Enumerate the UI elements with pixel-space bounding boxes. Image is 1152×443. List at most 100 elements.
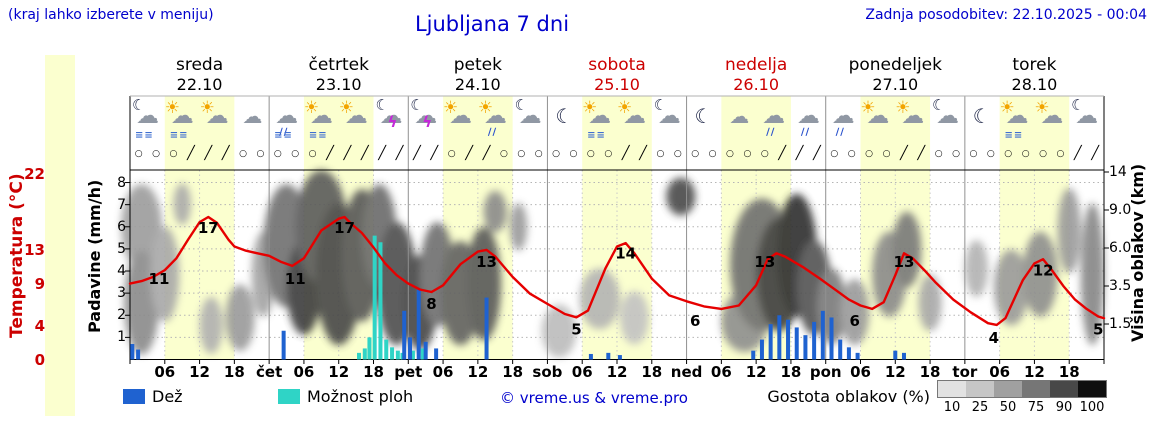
sun-icon: ☀: [477, 98, 494, 118]
cloud-icon: ☁: [866, 103, 890, 129]
time-label: 06: [293, 363, 315, 381]
svg-text:14: 14: [615, 244, 636, 262]
time-label: 12: [884, 363, 906, 381]
weather-icon-cloud: ☁: [234, 97, 269, 143]
credit-link[interactable]: © vreme.us & vreme.pro: [500, 389, 688, 407]
cloud-icon: ☁: [379, 103, 403, 129]
wind-barb-icon: ╱: [343, 146, 352, 161]
calm-wind-icon: ○: [656, 149, 665, 159]
svg-text:6: 6: [849, 312, 859, 330]
raindrops-icon: ∕∕: [800, 127, 811, 138]
calm-wind-icon: ○: [1039, 149, 1047, 159]
weather-icon-moon-cloud-storm: ☾ ☁ ϟ: [408, 97, 443, 143]
svg-text:11: 11: [285, 270, 306, 288]
day-header-torek: torek 28.10: [1012, 56, 1058, 95]
calm-wind-icon: ○: [534, 149, 543, 159]
calm-wind-icon: ○: [934, 149, 943, 159]
raindrops-icon: ∕∕: [766, 127, 776, 138]
last-update: Zadnja posodobitev: 22.10.2025 - 00:04: [865, 7, 1147, 23]
wind-barb-icon: ╱: [186, 146, 195, 161]
weather-icon-moon: ☾: [687, 97, 722, 143]
cloud-icon: ☁: [483, 103, 507, 129]
wind-barb-icon: ╱: [204, 146, 213, 161]
weather-icon-sun-cloud-rain: ☀ ☁ ∕∕: [478, 97, 513, 143]
time-label: 18: [1058, 363, 1080, 381]
time-label: 12: [467, 363, 489, 381]
calm-wind-icon: ○: [760, 149, 769, 159]
time-label: 18: [919, 363, 941, 381]
wind-barb-icon: ╱: [413, 146, 421, 161]
moon-icon: ☾: [972, 104, 991, 128]
weather-icons-row: ☾ ☁ ≡≡ ☀ ☁ ≡≡ ☀ ☁ ☁ ☁ ∕∕ ≡≡ ☀ ☁ ≡≡ ☀ ☁ ☾ ☁ ϟ ☾ ☁ ϟ ☀ ☁ ☀ ☁ ∕∕ ☾ ☁ ☾ ☀ ☁ ≡…: [130, 97, 1104, 143]
sun-icon: ☀: [860, 98, 876, 118]
calm-wind-icon: ○: [586, 149, 595, 159]
calm-wind-icon: ○: [673, 149, 682, 159]
temperature-value-labels: 11 17 11 17 8 13 5 14 6 13 6 13 4 12 5: [149, 219, 1104, 347]
moon-icon: ☾: [555, 104, 574, 128]
wind-symbols-row: ○ ○ ○ ╱ ╱ ╱ ○ ○ ○ ○ ○ ╱ ╱ ╱ ╱ ╱ ╱ ╱ ○ ╱ ╱ ○ ○ ○ ○ ○ ○ ○ ╱ ╱ ○ ○ ○ ○ ○ ○ ○ ╱ ╱ ╱…: [130, 145, 1104, 163]
day-abbrev-label: ned: [670, 363, 703, 381]
weather-icon-sun-cloud: ☀ ☁: [339, 97, 374, 143]
wind-barb-icon: ╱: [430, 146, 439, 161]
wind-barb-icon: ╱: [621, 146, 630, 161]
moon-icon: ☾: [514, 96, 529, 114]
cloud-icon: ☁: [414, 103, 438, 129]
moon-icon: ☾: [1071, 96, 1085, 114]
moon-icon: ☾: [653, 96, 668, 114]
density-segment: [1022, 381, 1050, 397]
svg-text:4: 4: [989, 329, 999, 347]
calm-wind-icon: ○: [882, 149, 891, 159]
calm-wind-icon: ○: [708, 149, 717, 159]
wind-barb-icon: ╱: [465, 146, 474, 161]
time-label: 06: [154, 363, 176, 381]
cloud-icon: ☁: [831, 103, 855, 129]
temp-tick-label: 13: [24, 240, 45, 259]
wind-barb-icon: ╱: [378, 146, 387, 161]
day-abbrev-label: pon: [809, 363, 842, 381]
time-label: 18: [223, 363, 245, 381]
svg-text:5: 5: [571, 320, 581, 338]
showers-legend-label: Možnost ploh: [307, 387, 414, 406]
rain-legend-swatch: [123, 389, 145, 404]
day-date: 27.10: [872, 75, 919, 94]
day-abbrev-label: tor: [952, 363, 978, 381]
density-tick-label: 100: [1079, 400, 1105, 415]
cloud-density-label: Gostota oblakov (%): [767, 387, 930, 406]
day-header-ponedeljek: ponedeljek 27.10: [849, 56, 942, 95]
weather-icon-sun-cloud-fog: ☀ ☁ ≡≡: [1000, 97, 1035, 143]
calm-wind-icon: ○: [291, 149, 300, 159]
cloud-tick-label: 9.0: [1109, 202, 1132, 218]
calm-wind-icon: ○: [847, 149, 856, 159]
wind-barb-icon: ╱: [360, 146, 369, 161]
rain-bars: [130, 288, 906, 360]
calm-wind-icon: ○: [256, 149, 265, 159]
cloud-icon: ☁: [657, 103, 681, 129]
wind-barb-icon: ╱: [326, 146, 334, 161]
calm-wind-icon: ○: [134, 149, 143, 159]
wind-barb-icon: ╱: [639, 146, 647, 161]
temperature-line: [128, 215, 1106, 327]
fog-icon: ≡≡: [274, 130, 293, 141]
lightning-icon: ϟ: [387, 113, 398, 131]
sun-icon: ☀: [338, 98, 354, 118]
wind-barb-icon: ╱: [482, 146, 491, 161]
precip-tick-label: 3: [117, 285, 126, 302]
precip-tick-label: 2: [117, 307, 126, 324]
weather-icon-sun-cloud: ☀ ☁: [860, 97, 895, 143]
calm-wind-icon: ○: [552, 149, 560, 159]
page-title: Ljubljana 7 dni: [414, 12, 570, 36]
wind-barb-icon: ╱: [813, 146, 821, 161]
sun-icon: ☀: [303, 98, 320, 118]
density-segment: [966, 381, 994, 397]
calm-wind-icon: ○: [830, 149, 839, 159]
day-header-sreda: sreda 22.10: [176, 56, 223, 95]
day-date: 23.10: [315, 75, 362, 94]
cloud-icon: ☁: [344, 103, 368, 129]
cloud-icon: ☁: [729, 104, 750, 128]
svg-text:13: 13: [894, 253, 915, 271]
calm-wind-icon: ○: [169, 149, 178, 159]
calm-wind-icon: ○: [447, 149, 456, 159]
raindrops-icon: ∕∕: [835, 127, 845, 138]
density-tick-label: 75: [1027, 400, 1045, 415]
day-date: 26.10: [733, 75, 780, 94]
